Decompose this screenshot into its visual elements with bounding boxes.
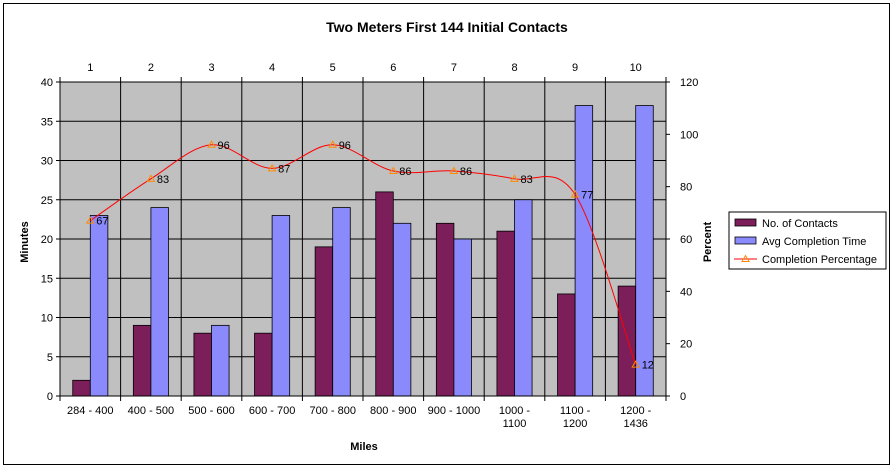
top-tick-label: 4 [269,62,275,74]
bar [435,222,455,397]
bar [211,324,230,397]
line-point [267,163,277,172]
point-label: 86 [460,166,472,178]
bar [496,230,515,397]
line-point [631,360,641,368]
x-tick-label: 800 - 900 [370,405,416,417]
point-label: 67 [96,216,108,228]
bar [271,215,291,397]
x-tick-label: 1200 -1436 [620,405,652,430]
bar [150,207,169,397]
y-tick-label: 35 [41,116,53,128]
bar [635,105,654,397]
line-point [510,174,519,182]
y-tick-label: 25 [41,195,53,207]
y-tick-label: 30 [41,156,53,168]
bar [254,332,273,397]
line-point [146,174,156,182]
chart-title: Two Meters First 144 Initial Contacts [326,19,568,35]
legend: No. of Contacts Avg Completion Time Comple… [728,211,887,270]
x-axis-title: Miles [350,441,378,453]
x-tick-label: 700 - 800 [309,405,355,417]
point-label: 96 [339,140,351,152]
bar [332,207,351,397]
y2-tick-label: 60 [680,234,692,246]
legend-swatch [734,218,757,227]
x-tick-label: 500 - 600 [188,405,234,417]
legend-label: Completion Percentage [762,254,877,266]
x-tick-label: 1100 -1200 [560,405,591,430]
y2-tick-label: 20 [680,339,692,351]
line-point [388,166,398,174]
legend-label: Avg Completion Time [762,236,866,248]
top-tick-label: 7 [451,62,457,74]
top-tick-label: 3 [208,62,214,74]
bar [375,191,394,397]
legend-swatch [734,236,757,245]
bar [193,332,212,397]
bar [89,215,109,397]
line-point [207,140,216,148]
y-tick-label: 0 [47,391,53,403]
y-axis-title: Minutes [19,221,31,263]
top-tick-label: 8 [511,62,517,74]
x-tick-label: 1000 -1100 [499,405,531,430]
point-label: 83 [157,174,169,186]
line-point [570,190,580,198]
y-tick-label: 40 [41,77,53,89]
y-tick-label: 10 [41,313,53,325]
y2-axis-title: Percent [702,221,714,262]
x-tick-label: 284 - 400 [67,405,113,417]
line-point [328,140,338,148]
y2-tick-label: 80 [680,182,692,194]
legend-label: No. of Contacts [762,218,838,230]
line-point [449,166,459,174]
bar [314,246,334,397]
chart-frame: Two Meters First 144 Initial Contacts 67… [3,3,890,465]
top-tick-label: 1 [87,62,93,74]
bar [514,199,533,397]
top-tick-label: 6 [390,62,396,74]
y2-tick-label: 100 [680,129,698,141]
top-tick-label: 9 [572,62,578,74]
top-tick-label: 2 [148,62,154,74]
bar [557,293,576,397]
bar [72,379,91,397]
y-tick-label: 5 [47,352,53,364]
point-label: 12 [642,360,654,372]
top-tick-label: 5 [330,62,336,74]
line-point [85,216,95,224]
bar [453,238,472,397]
point-label: 86 [399,166,411,178]
chart-svg: Two Meters First 144 Initial Contacts 67… [19,19,887,453]
point-label: 77 [581,190,593,202]
x-tick-label: 900 - 1000 [428,405,481,417]
bar [574,105,594,397]
point-label: 96 [218,140,230,152]
y2-tick-label: 40 [680,286,692,298]
y-tick-label: 15 [41,273,53,285]
bar [392,222,412,397]
legend-marker [741,254,750,262]
y-tick-label: 20 [41,234,53,246]
x-tick-label: 400 - 500 [128,405,174,417]
x-tick-label: 600 - 700 [249,405,295,417]
point-label: 83 [521,174,533,186]
y2-tick-label: 0 [680,391,686,403]
point-label: 87 [278,163,290,175]
bar [617,285,637,397]
top-tick-label: 10 [630,62,642,74]
y2-tick-label: 120 [680,77,698,89]
bar [132,324,152,397]
